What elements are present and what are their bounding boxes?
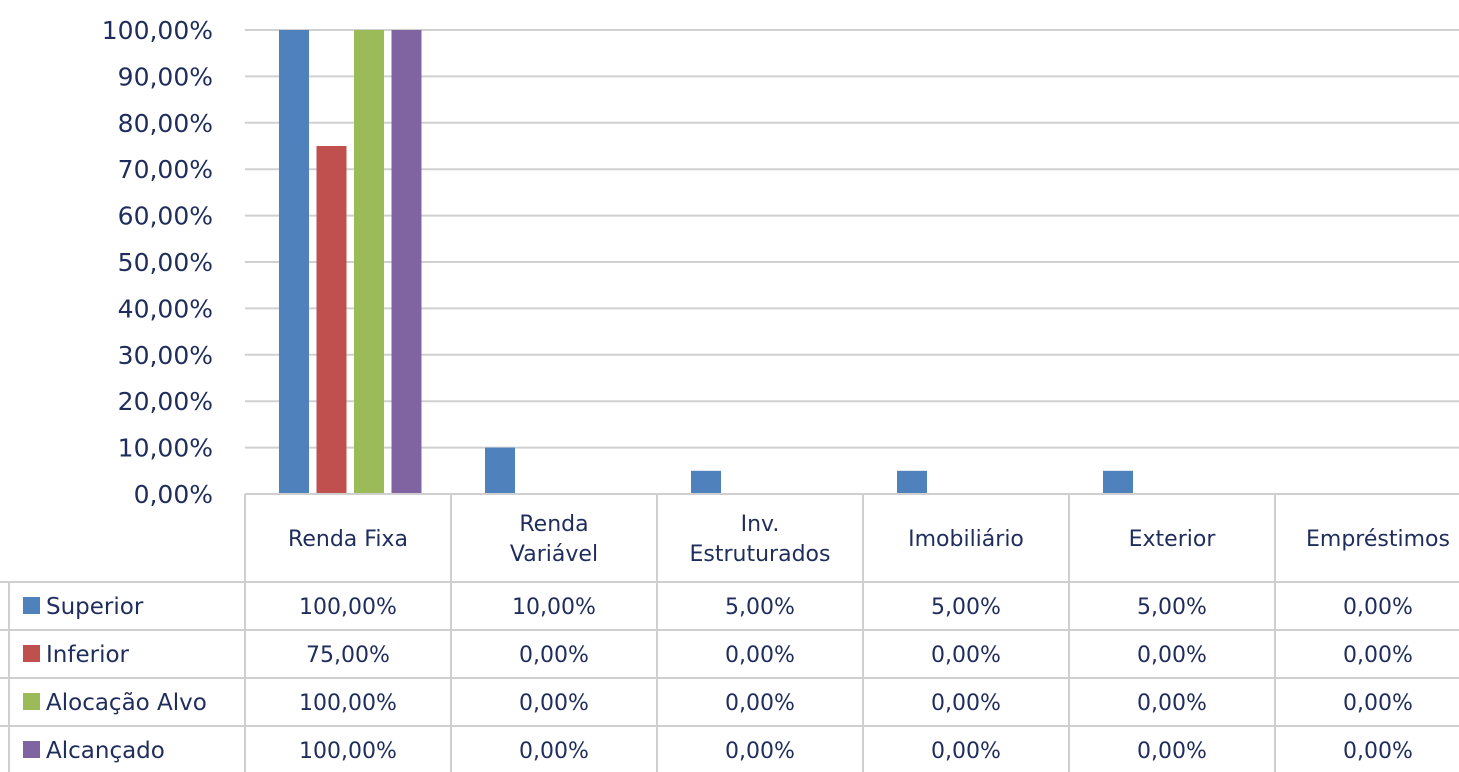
category-label-line: Empréstimos	[1306, 527, 1450, 552]
table-cell-value: 0,00%	[1137, 691, 1207, 716]
table-cell-value: 100,00%	[299, 595, 397, 620]
table-cell-value: 0,00%	[1137, 643, 1207, 668]
category-label: Renda Fixa	[288, 527, 408, 552]
bar	[1103, 470, 1133, 494]
bar	[354, 30, 384, 494]
category-label-line: Inv.	[741, 512, 780, 537]
table-cell-value: 0,00%	[725, 739, 795, 764]
y-axis-tick-labels: 0,00% 10,00% 20,00% 30,00% 40,00% 50,00% 60,00…	[102, 16, 213, 509]
table-cell-value: 0,00%	[519, 691, 589, 716]
table-cell-value: 0,00%	[725, 691, 795, 716]
table-row: Superior 100,00% 10,00% 5,00% 5,00% 5,00% 0,00…	[23, 594, 1413, 620]
series-name: Alocação Alvo	[46, 690, 207, 716]
table-cell-value: 0,00%	[1343, 643, 1413, 668]
legend-key	[23, 645, 40, 662]
y-tick-label: 80,00%	[118, 109, 213, 138]
category-label: Renda Variável	[510, 512, 598, 567]
table-cell-value: 5,00%	[931, 595, 1001, 620]
y-tick-label: 70,00%	[118, 155, 213, 184]
bar	[485, 447, 515, 494]
series-name: Inferior	[46, 642, 130, 668]
table-cell-value: 10,00%	[512, 595, 596, 620]
category-label-line: Estruturados	[690, 542, 831, 567]
gridlines	[245, 29, 1459, 495]
bar	[279, 30, 309, 494]
category-label-line: Exterior	[1129, 527, 1217, 552]
table-cell-value: 100,00%	[299, 739, 397, 764]
legend-key	[23, 597, 40, 614]
category-label: Inv. Estruturados	[690, 512, 831, 567]
y-tick-label: 60,00%	[118, 202, 213, 231]
table-cell-value: 0,00%	[519, 739, 589, 764]
category-label-line: Imobiliário	[908, 527, 1024, 552]
table-cell-value: 75,00%	[306, 643, 390, 668]
y-tick-label: 90,00%	[118, 62, 213, 91]
y-tick-label: 10,00%	[118, 434, 213, 463]
table-row: Alcançado 100,00% 0,00% 0,00% 0,00% 0,00% 0,00…	[23, 738, 1413, 764]
table-row: Alocação Alvo 100,00% 0,00% 0,00% 0,00% 0,00%…	[23, 690, 1413, 716]
table-cell-value: 100,00%	[299, 691, 397, 716]
table-cell-value: 0,00%	[1343, 739, 1413, 764]
table-cell-value: 0,00%	[931, 691, 1001, 716]
series-name: Superior	[46, 594, 144, 620]
bar	[691, 470, 721, 494]
table-cell-value: 0,00%	[931, 643, 1001, 668]
data-table-rows: Superior 100,00% 10,00% 5,00% 5,00% 5,00% 0,00…	[23, 594, 1413, 764]
bars	[279, 30, 1133, 494]
table-row: Inferior 75,00% 0,00% 0,00% 0,00% 0,00% 0,00%	[23, 642, 1413, 668]
category-label: Imobiliário	[908, 527, 1024, 552]
table-cell-value: 0,00%	[1343, 595, 1413, 620]
table-cell-value: 0,00%	[1343, 691, 1413, 716]
bar	[316, 146, 347, 494]
category-label-line: Variável	[510, 542, 598, 567]
table-cell-value: 0,00%	[1137, 739, 1207, 764]
legend-key	[23, 741, 40, 758]
y-tick-label: 20,00%	[118, 387, 213, 416]
y-tick-label: 30,00%	[118, 341, 213, 370]
category-label: Empréstimos	[1306, 527, 1450, 552]
category-label-line: Renda	[519, 512, 588, 537]
bar	[897, 470, 927, 494]
bar	[391, 30, 422, 494]
y-tick-label: 0,00%	[134, 480, 213, 509]
legend-key	[23, 693, 40, 710]
table-cell-value: 0,00%	[519, 643, 589, 668]
table-cell-value: 5,00%	[1137, 595, 1207, 620]
series-name: Alcançado	[46, 738, 165, 764]
table-cell-value: 0,00%	[931, 739, 1001, 764]
category-label: Exterior	[1129, 527, 1217, 552]
y-tick-label: 100,00%	[102, 16, 213, 45]
category-label-line: Renda Fixa	[288, 527, 408, 552]
table-cell-value: 5,00%	[725, 595, 795, 620]
table-cell-value: 0,00%	[725, 643, 795, 668]
y-tick-label: 50,00%	[118, 248, 213, 277]
data-table-lines	[0, 493, 1459, 772]
y-tick-label: 40,00%	[118, 294, 213, 323]
